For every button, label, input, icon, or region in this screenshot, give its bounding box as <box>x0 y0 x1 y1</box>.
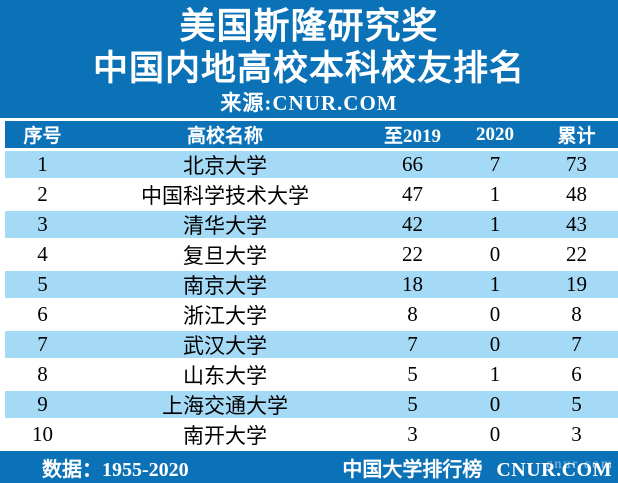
col-header-2020: 2020 <box>476 123 514 145</box>
total-cell: 8 <box>571 302 582 326</box>
site-name-en: CNUR.COM <box>496 458 612 481</box>
col-header-rank: 序号 <box>23 126 62 147</box>
to2019-cell: 18 <box>402 272 423 296</box>
rank-cell: 6 <box>37 302 48 326</box>
table-row: 2 中国科学技术大学 47 1 48 <box>5 181 618 211</box>
total-cell: 5 <box>571 392 582 416</box>
y2020-cell: 0 <box>489 332 501 356</box>
col-header-total: 累计 <box>557 126 596 147</box>
rank-cell: 3 <box>37 212 48 236</box>
to2019-cell: 47 <box>402 182 423 206</box>
page-subtitle: 中国内地高校本科校友排名 <box>92 49 525 88</box>
rank-cell: 8 <box>37 362 48 386</box>
y2020-cell: 1 <box>489 212 501 236</box>
to2019-cell: 3 <box>407 422 418 446</box>
to2019-cell: 5 <box>407 362 418 386</box>
rank-cell: 1 <box>37 152 48 176</box>
site-name-cn: 中国大学排行榜 <box>342 458 483 481</box>
to2019-cell: 7 <box>407 332 418 356</box>
table-row: 9 上海交通大学 5 0 5 <box>5 391 618 421</box>
to2019-cell: 42 <box>402 212 423 236</box>
data-range: 数据：1955-2020 <box>42 458 189 481</box>
university-cell: 浙江大学 <box>183 303 267 328</box>
page-title: 美国斯隆研究奖 <box>179 6 439 46</box>
university-cell: 武汉大学 <box>183 333 267 358</box>
to2019-cell: 66 <box>402 152 423 176</box>
col-header-to2019: 至2019 <box>383 126 441 147</box>
table-row: 1 北京大学 66 7 73 <box>5 151 618 181</box>
university-cell: 上海交通大学 <box>162 393 288 418</box>
y2020-cell: 0 <box>489 422 501 446</box>
y2020-cell: 0 <box>489 242 501 266</box>
col-header-university: 高校名称 <box>186 126 263 147</box>
total-cell: 73 <box>566 152 587 176</box>
table-header-row: 序号 高校名称 至2019 2020 累计 <box>5 121 618 151</box>
rank-cell: 2 <box>37 182 48 206</box>
university-cell: 中国科学技术大学 <box>141 183 309 208</box>
source-line: 来源:CNUR.COM <box>220 91 398 115</box>
table-row: 7 武汉大学 7 0 7 <box>5 331 618 361</box>
rank-cell: 5 <box>37 272 48 296</box>
to2019-cell: 5 <box>407 392 418 416</box>
total-cell: 7 <box>571 332 582 356</box>
university-cell: 北京大学 <box>183 153 267 178</box>
rank-cell: 4 <box>37 242 48 266</box>
total-cell: 43 <box>566 212 587 236</box>
total-cell: 22 <box>566 242 587 266</box>
ranking-table: 序号 高校名称 至2019 2020 累计 1 北京大学 66 7 73 2 中… <box>5 121 618 451</box>
table-row: 3 清华大学 42 1 43 <box>5 211 618 241</box>
y2020-cell: 7 <box>489 152 501 176</box>
site-credit: 中国大学排行榜 CNUR.COM cnur.com <box>342 453 612 482</box>
banner: 美国斯隆研究奖 中国内地高校本科校友排名 来源:CNUR.COM <box>0 0 618 118</box>
y2020-cell: 1 <box>489 182 501 206</box>
university-cell: 复旦大学 <box>183 243 267 268</box>
university-cell: 山东大学 <box>183 363 267 388</box>
table-row: 6 浙江大学 8 0 8 <box>5 301 618 331</box>
university-cell: 南京大学 <box>183 273 267 298</box>
footer-bar: 数据：1955-2020 中国大学排行榜 CNUR.COM cnur.com <box>0 451 618 483</box>
rank-cell: 7 <box>37 332 48 356</box>
total-cell: 6 <box>571 362 582 386</box>
to2019-cell: 22 <box>402 242 423 266</box>
rank-cell: 9 <box>37 392 48 416</box>
y2020-cell: 1 <box>489 272 501 296</box>
total-cell: 19 <box>566 272 587 296</box>
table-row: 5 南京大学 18 1 19 <box>5 271 618 301</box>
y2020-cell: 0 <box>489 392 501 416</box>
table-row: 8 山东大学 5 1 6 <box>5 361 618 391</box>
total-cell: 3 <box>571 422 582 446</box>
table-row: 10 南开大学 3 0 3 <box>5 421 618 451</box>
university-cell: 南开大学 <box>183 423 267 448</box>
rank-cell: 10 <box>32 422 53 446</box>
y2020-cell: 1 <box>489 362 501 386</box>
table-row: 4 复旦大学 22 0 22 <box>5 241 618 271</box>
y2020-cell: 0 <box>489 302 501 326</box>
university-cell: 清华大学 <box>183 213 267 238</box>
total-cell: 48 <box>566 182 587 206</box>
to2019-cell: 8 <box>407 302 418 326</box>
